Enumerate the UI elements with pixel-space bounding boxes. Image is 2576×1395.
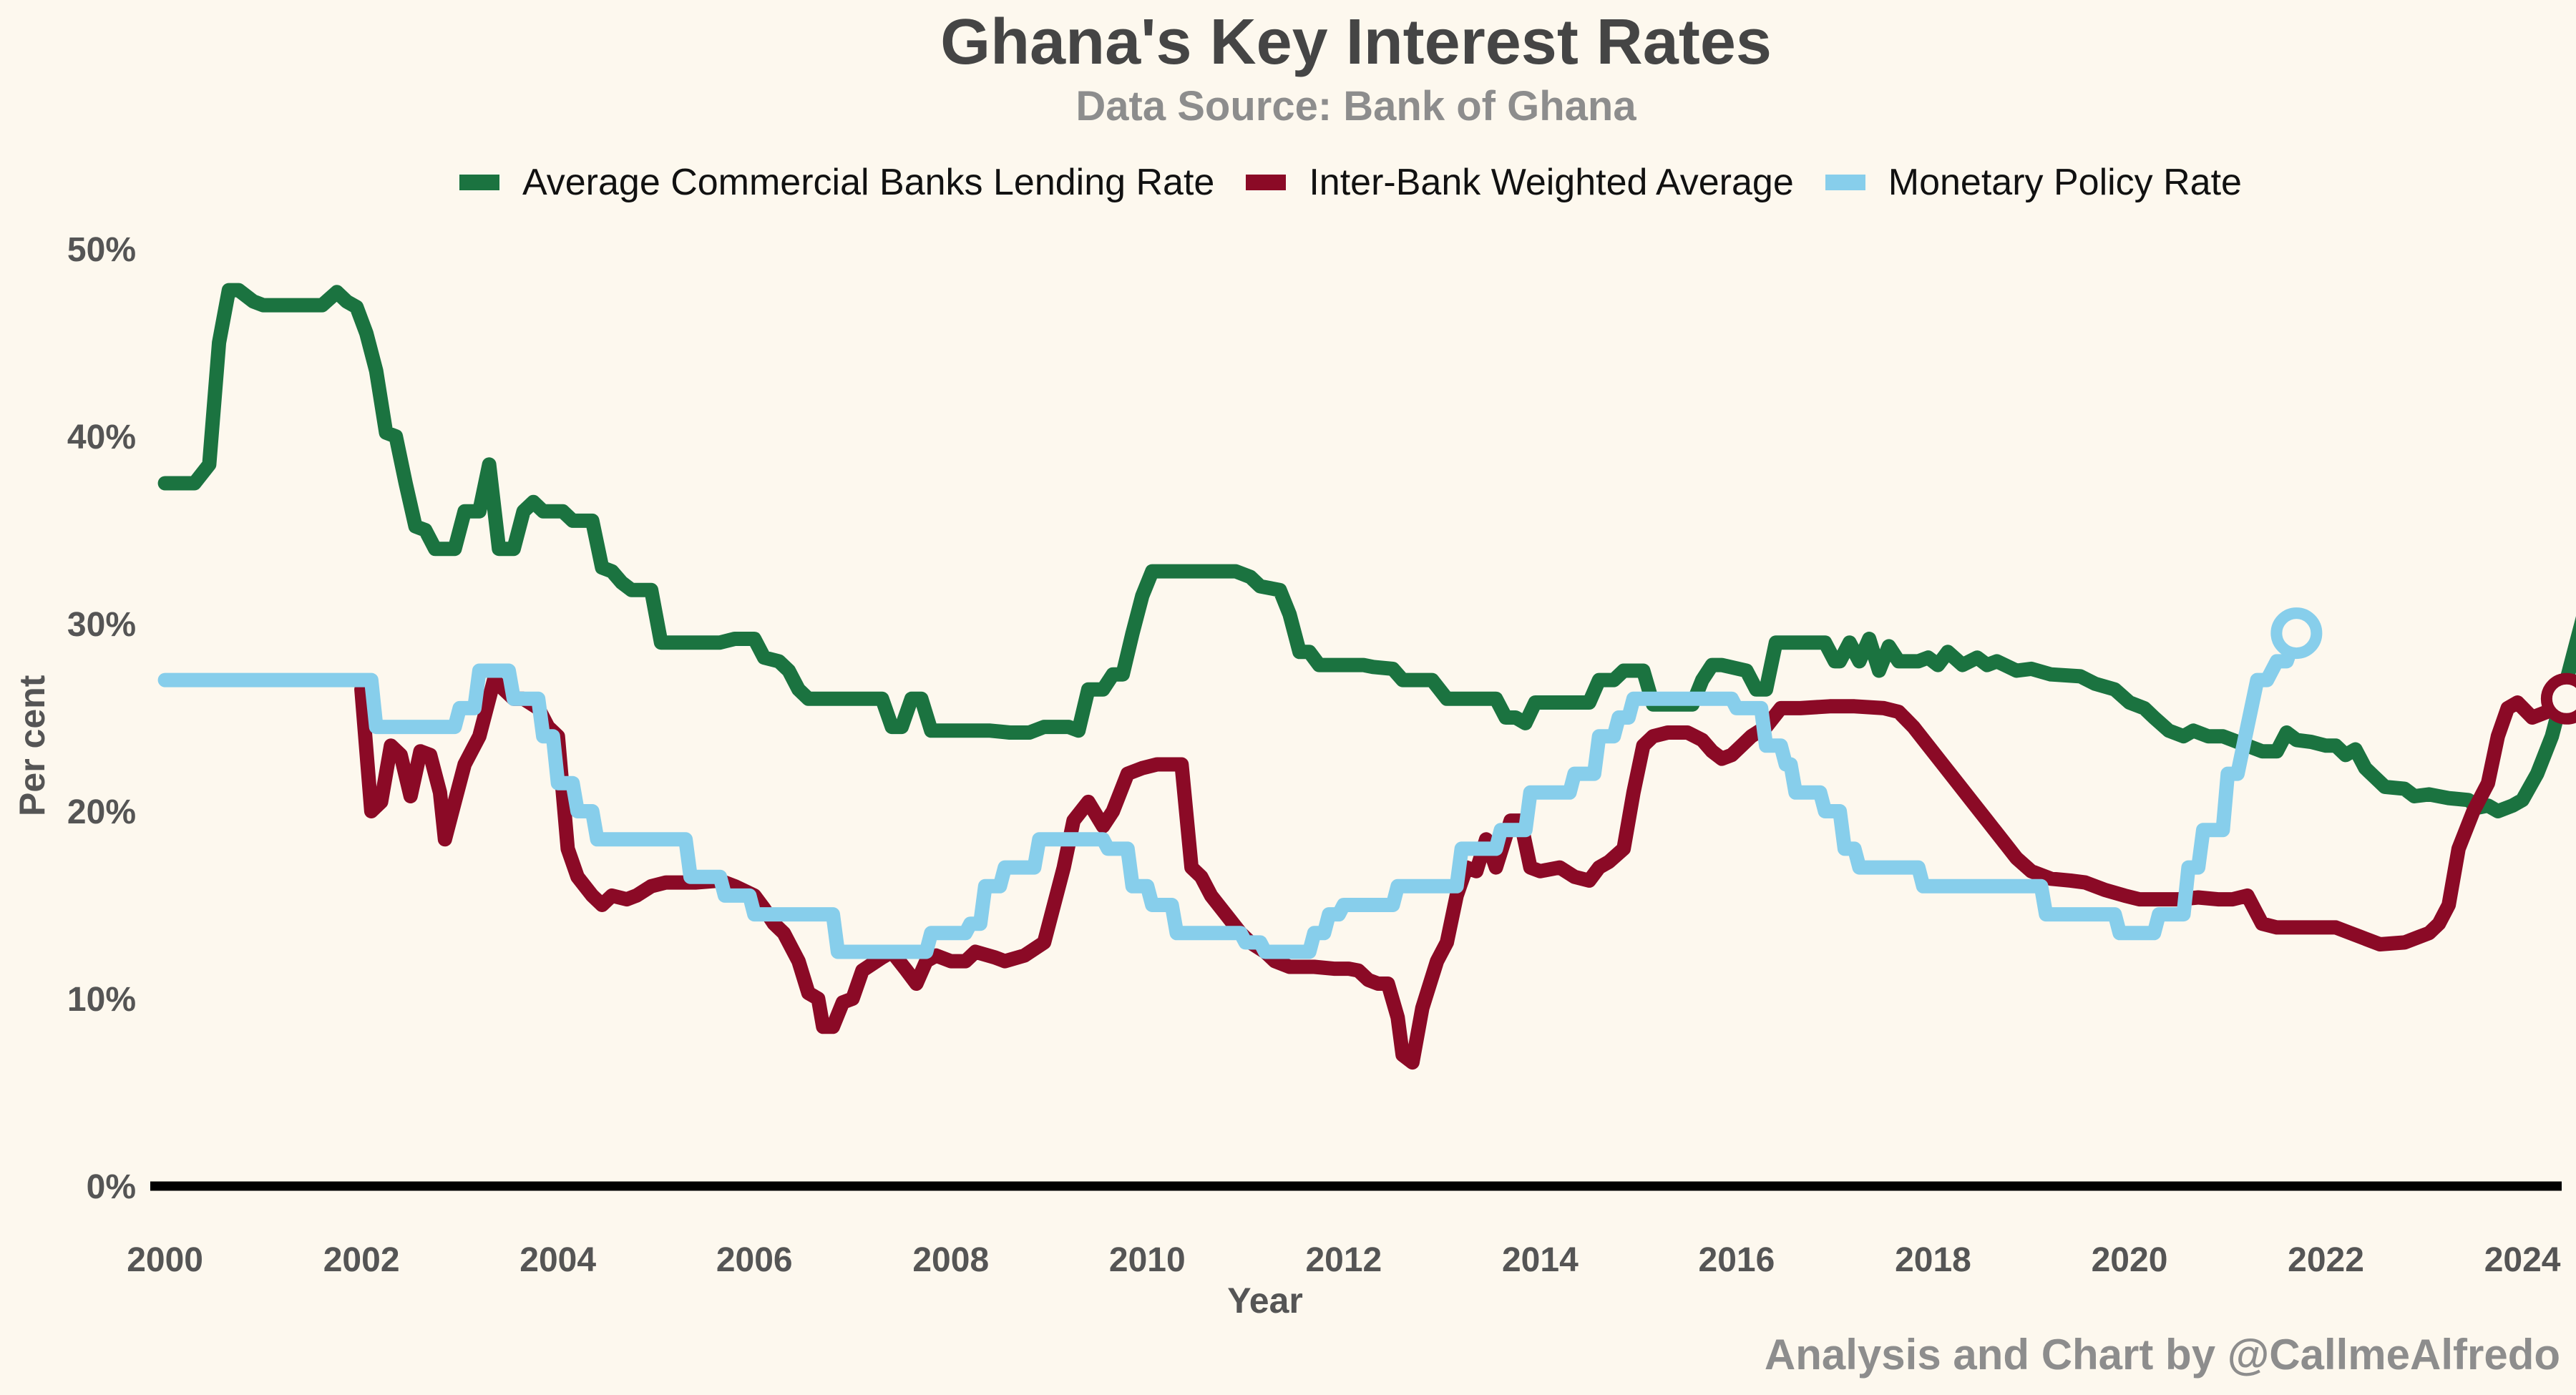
x-tick-label: 2000 <box>127 1241 203 1279</box>
y-tick-label: 10% <box>67 981 136 1019</box>
x-tick-label: 2004 <box>519 1241 596 1279</box>
legend-label-lending-rate: Average Commercial Banks Lending Rate <box>522 162 1215 203</box>
x-tick-label: 2020 <box>2092 1241 2168 1279</box>
chart-subtitle: Data Source: Bank of Ghana <box>1075 83 1636 129</box>
x-tick-label: 2022 <box>2288 1241 2364 1279</box>
x-tick-label: 2012 <box>1305 1241 1382 1279</box>
y-tick-label: 0% <box>87 1168 136 1206</box>
series-line-policy-rate <box>157 626 2304 959</box>
chart-credit: Analysis and Chart by @CallmeAlfredo <box>1764 1331 2560 1379</box>
series-line-interbank-rate <box>354 672 2574 1070</box>
x-axis-ticks: 2000 2002 2004 2006 2008 2010 2012 2014 2016 2018… <box>127 1241 2561 1279</box>
x-tick-label: 2002 <box>323 1241 400 1279</box>
y-tick-label: 30% <box>67 606 136 644</box>
y-axis-ticks: 0% 10% 20% 30% 40% 50% <box>67 231 136 1206</box>
legend-swatch-policy-rate <box>1825 175 1865 190</box>
legend-label-interbank-rate: Inter-Bank Weighted Average <box>1309 162 1794 203</box>
series-layer <box>157 283 2576 1070</box>
x-axis-title: Year <box>1227 1281 1303 1321</box>
series-line-lending-rate <box>157 283 2576 818</box>
x-tick-label: 2006 <box>716 1241 793 1279</box>
x-tick-label: 2014 <box>1502 1241 1579 1279</box>
x-tick-label: 2024 <box>2484 1241 2561 1279</box>
chart-title: Ghana's Key Interest Rates <box>940 6 1772 78</box>
y-axis-title: Per cent <box>12 675 52 816</box>
series-end-marker-interbank-rate <box>2540 672 2576 725</box>
legend-item-policy-rate: Monetary Policy Rate <box>1825 161 2242 204</box>
series-end-marker-policy-rate <box>2270 607 2323 660</box>
legend-label-policy-rate: Monetary Policy Rate <box>1888 162 2242 203</box>
legend-item-lending-rate: Average Commercial Banks Lending Rate <box>459 161 1214 204</box>
legend-swatch-interbank-rate <box>1246 175 1287 190</box>
y-tick-label: 20% <box>67 793 136 831</box>
x-tick-label: 2018 <box>1895 1241 1971 1279</box>
y-tick-label: 40% <box>67 418 136 456</box>
legend-item-interbank-rate: Inter-Bank Weighted Average <box>1246 161 1794 204</box>
x-tick-label: 2016 <box>1699 1241 1775 1279</box>
x-tick-label: 2008 <box>912 1241 989 1279</box>
legend: Average Commercial Banks Lending Rate In… <box>0 161 2576 204</box>
x-tick-label: 2010 <box>1109 1241 1186 1279</box>
y-tick-label: 50% <box>67 231 136 269</box>
legend-swatch-lending-rate <box>459 175 500 190</box>
